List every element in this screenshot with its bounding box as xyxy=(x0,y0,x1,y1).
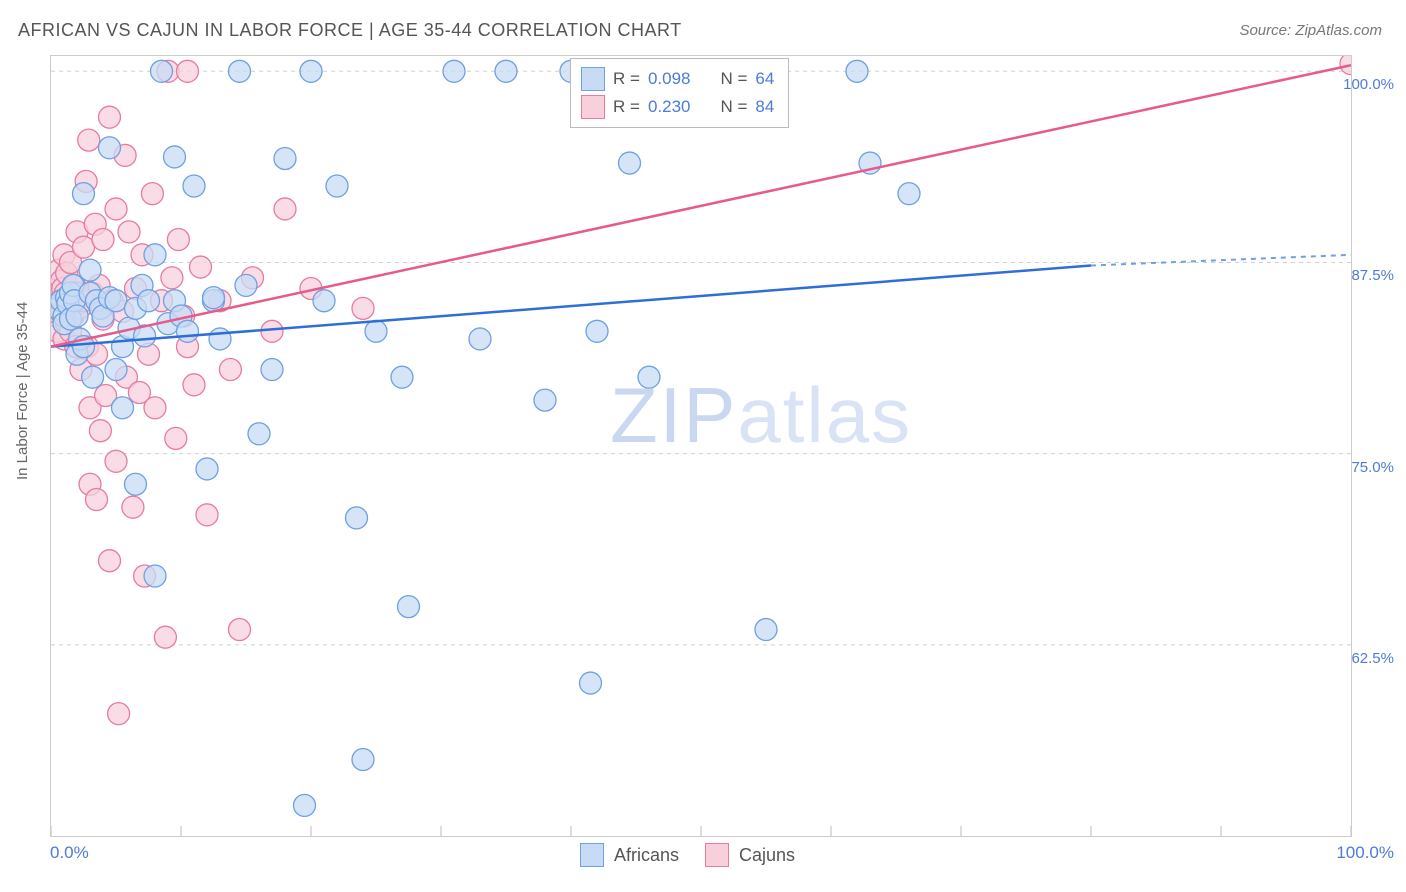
y-tick-label: 75.0% xyxy=(1351,459,1394,476)
legend-swatch xyxy=(581,95,605,119)
y-tick-label: 62.5% xyxy=(1351,650,1394,667)
legend-swatch xyxy=(705,843,729,867)
x-tick-right: 100.0% xyxy=(1336,843,1394,863)
legend-swatch xyxy=(581,67,605,91)
legend-series-label: Cajuns xyxy=(739,845,795,866)
legend-series-label: Africans xyxy=(614,845,679,866)
y-axis-label: In Labor Force | Age 35-44 xyxy=(14,302,31,480)
legend-row: R =0.098 N =64 xyxy=(581,65,774,93)
legend-series-item: Cajuns xyxy=(705,843,795,867)
legend-correlation: R =0.098 N =64 R =0.230 N =84 xyxy=(570,58,789,128)
legend-swatch xyxy=(580,843,604,867)
chart-title: AFRICAN VS CAJUN IN LABOR FORCE | AGE 35… xyxy=(18,20,682,41)
legend-series: Africans Cajuns xyxy=(580,843,795,867)
x-tick-left: 0.0% xyxy=(50,843,89,863)
legend-series-item: Africans xyxy=(580,843,679,867)
source-attribution: Source: ZipAtlas.com xyxy=(1239,22,1382,39)
y-tick-label: 100.0% xyxy=(1343,76,1394,93)
legend-row: R =0.230 N =84 xyxy=(581,93,774,121)
y-tick-label: 87.5% xyxy=(1351,267,1394,284)
scatter-plot xyxy=(50,55,1352,837)
